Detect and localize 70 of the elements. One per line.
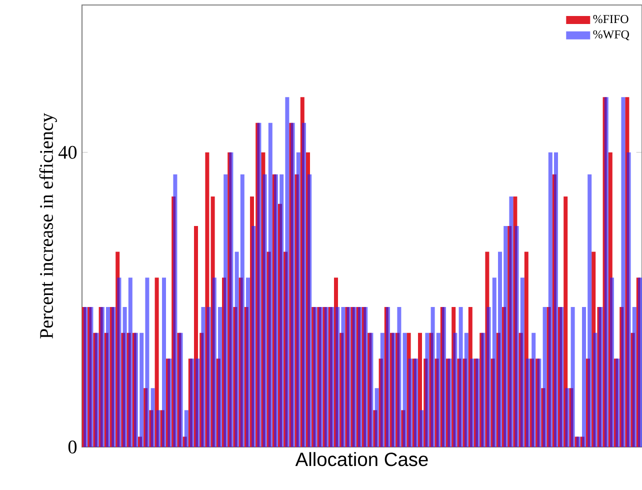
y-axis-title: Percent increase in efficiency [39, 112, 57, 339]
bar [196, 358, 200, 447]
bar [425, 332, 430, 447]
bar [184, 410, 188, 447]
bar [593, 332, 598, 447]
bar [514, 226, 519, 447]
bar [632, 307, 636, 447]
bar [420, 410, 424, 447]
bar [285, 97, 290, 447]
bar [218, 307, 222, 447]
bar [128, 278, 132, 447]
bar [106, 307, 110, 447]
x-axis-title: Allocation Case [295, 452, 428, 466]
y-tick-label: 0 [68, 440, 77, 454]
bar [336, 307, 340, 447]
bar [212, 278, 216, 447]
bar [206, 307, 211, 447]
bar [173, 174, 178, 447]
bar [302, 122, 306, 447]
bar [504, 226, 508, 447]
bar [436, 332, 440, 447]
bar [498, 252, 502, 447]
bar [554, 152, 558, 447]
bar [246, 278, 250, 447]
bar [308, 174, 312, 447]
bar [224, 174, 228, 447]
bar [296, 152, 300, 447]
bar [402, 332, 407, 447]
bar [280, 174, 284, 447]
bar [234, 252, 239, 447]
bar [542, 307, 547, 447]
bar [240, 174, 244, 447]
bar [526, 358, 530, 447]
bar [201, 307, 206, 447]
bar [145, 278, 150, 447]
bar [162, 278, 166, 447]
bar [374, 388, 379, 447]
legend-label: %FIFO [593, 15, 628, 24]
bar [565, 388, 570, 447]
bar [626, 152, 631, 447]
bar [380, 332, 384, 447]
bar [582, 307, 586, 447]
bar [268, 122, 272, 447]
bar [610, 278, 614, 447]
bar [492, 278, 496, 447]
bar [122, 307, 127, 447]
bar [341, 307, 346, 447]
bar [262, 174, 267, 447]
legend-label: %WFQ [593, 30, 630, 40]
bar [458, 307, 463, 447]
bar [570, 307, 575, 447]
bar [486, 307, 491, 447]
bar [150, 388, 155, 447]
bar [252, 226, 256, 447]
bar [117, 278, 122, 447]
bar [588, 174, 592, 447]
bar [532, 332, 536, 447]
bar [408, 358, 412, 447]
bar [621, 97, 626, 447]
bar [397, 307, 402, 447]
bar [520, 278, 524, 447]
bar [509, 196, 514, 447]
bar [140, 332, 144, 447]
bar [464, 332, 468, 447]
bar [430, 307, 435, 447]
bar [548, 152, 552, 447]
bar [156, 410, 160, 447]
bar [453, 332, 458, 447]
bar [470, 358, 474, 447]
y-tick-label: 40 [58, 146, 77, 159]
